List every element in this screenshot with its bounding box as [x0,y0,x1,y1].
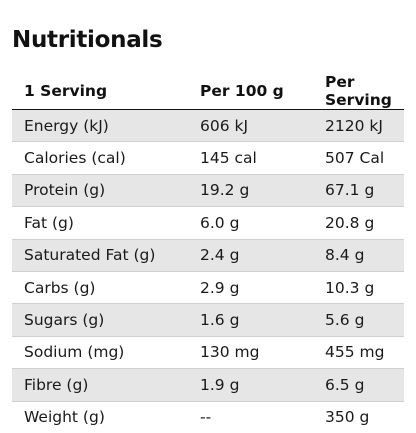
nutrient-name: Calories (cal) [12,141,188,175]
table-header-row: 1 Serving Per 100 g Per Serving [12,73,404,110]
table-row: Fibre (g) 1.9 g 6.5 g [12,368,404,402]
per-100g-value: 19.2 g [188,173,313,207]
table-row: Protein (g) 19.2 g 67.1 g [12,173,404,207]
table-row: Sugars (g) 1.6 g 5.6 g [12,303,404,337]
per-serving-value: 6.5 g [313,368,404,402]
per-100g-value: 130 mg [188,335,313,369]
nutrient-name: Energy (kJ) [12,108,188,142]
per-100g-value: 2.4 g [188,238,313,272]
nutrient-name: Fibre (g) [12,368,188,402]
column-header-serving: 1 Serving [12,73,188,110]
nutrition-table: 1 Serving Per 100 g Per Serving Energy (… [12,73,404,433]
per-serving-value: 67.1 g [313,173,404,207]
per-serving-value: 5.6 g [313,303,404,337]
nutrient-name: Sugars (g) [12,303,188,337]
nutrient-name: Saturated Fat (g) [12,238,188,272]
per-100g-value: 1.9 g [188,368,313,402]
table-row: Energy (kJ) 606 kJ 2120 kJ [12,108,404,142]
per-serving-value: 455 mg [313,335,404,369]
per-serving-value: 8.4 g [313,238,404,272]
nutrient-name: Fat (g) [12,206,188,240]
table-row: Saturated Fat (g) 2.4 g 8.4 g [12,238,404,272]
per-serving-value: 20.8 g [313,206,404,240]
nutrient-name: Protein (g) [12,173,188,207]
column-header-per-serving: Per Serving [313,73,404,110]
per-100g-value: 606 kJ [188,108,313,142]
nutrient-name: Sodium (mg) [12,335,188,369]
per-100g-value: 1.6 g [188,303,313,337]
nutrient-name: Weight (g) [12,400,188,433]
table-row: Sodium (mg) 130 mg 455 mg [12,335,404,369]
per-serving-value: 2120 kJ [313,108,404,142]
per-serving-value: 350 g [313,400,404,433]
per-100g-value: -- [188,400,313,433]
table-row: Calories (cal) 145 cal 507 Cal [12,141,404,175]
column-header-per-100g: Per 100 g [188,73,313,110]
table-row: Fat (g) 6.0 g 20.8 g [12,206,404,240]
page-title: Nutritionals [12,27,163,53]
per-serving-value: 10.3 g [313,270,404,304]
nutrient-name: Carbs (g) [12,270,188,304]
per-serving-value: 507 Cal [313,141,404,175]
per-100g-value: 2.9 g [188,270,313,304]
per-100g-value: 145 cal [188,141,313,175]
per-100g-value: 6.0 g [188,206,313,240]
table-row: Carbs (g) 2.9 g 10.3 g [12,270,404,304]
table-row: Weight (g) -- 350 g [12,400,404,433]
